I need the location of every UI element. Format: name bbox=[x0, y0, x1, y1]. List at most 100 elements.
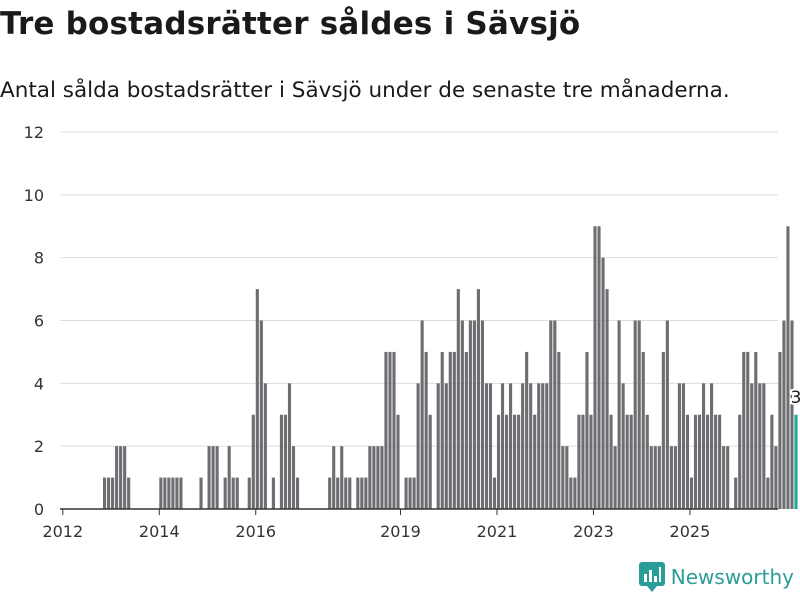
bar bbox=[621, 383, 625, 509]
bar bbox=[762, 383, 766, 509]
bar bbox=[718, 414, 722, 509]
last-value-label: 3 bbox=[791, 388, 800, 408]
bar bbox=[211, 446, 215, 509]
bar bbox=[685, 414, 690, 509]
bar bbox=[207, 446, 211, 509]
y-tick-label: 10 bbox=[24, 186, 44, 205]
bar bbox=[677, 383, 681, 509]
bar bbox=[103, 477, 107, 509]
bar bbox=[593, 226, 597, 509]
bar bbox=[179, 477, 183, 509]
bar bbox=[649, 446, 653, 509]
x-tick-label: 2021 bbox=[477, 522, 518, 541]
x-tick-label: 2016 bbox=[235, 522, 276, 541]
bar bbox=[251, 414, 255, 509]
bar bbox=[653, 446, 657, 509]
bar bbox=[231, 477, 235, 509]
bar bbox=[589, 414, 593, 509]
bar bbox=[778, 351, 782, 509]
bar bbox=[388, 351, 392, 509]
bar bbox=[492, 477, 497, 509]
bar bbox=[697, 414, 702, 509]
bar bbox=[758, 383, 762, 509]
bar bbox=[500, 383, 505, 509]
bar bbox=[127, 477, 131, 509]
brand-logo: Newsworthy bbox=[638, 562, 794, 592]
bar bbox=[665, 320, 669, 509]
bar bbox=[750, 383, 754, 509]
bar bbox=[484, 383, 489, 509]
bar bbox=[581, 414, 585, 509]
bar bbox=[344, 477, 348, 509]
bar bbox=[565, 446, 569, 509]
bar bbox=[328, 477, 332, 509]
chart-title: Tre bostadsrätter såldes i Sävsjö bbox=[0, 6, 581, 42]
bar bbox=[746, 351, 750, 509]
bar bbox=[372, 446, 376, 509]
bar bbox=[645, 414, 649, 509]
y-tick-label: 8 bbox=[34, 249, 44, 268]
bar bbox=[517, 414, 521, 509]
bar bbox=[585, 351, 589, 509]
bar bbox=[561, 446, 565, 509]
bar bbox=[223, 477, 227, 509]
x-tick-label: 2023 bbox=[573, 522, 614, 541]
bar bbox=[336, 477, 340, 509]
bar bbox=[545, 383, 549, 509]
bar bbox=[368, 446, 372, 509]
bar bbox=[633, 320, 637, 509]
bar bbox=[412, 477, 416, 509]
bar bbox=[215, 446, 219, 509]
bar bbox=[537, 383, 541, 509]
bar bbox=[496, 414, 501, 509]
x-tick-label: 2019 bbox=[380, 522, 421, 541]
bar bbox=[782, 320, 786, 509]
bar bbox=[171, 477, 175, 509]
bar bbox=[689, 477, 694, 509]
bar bbox=[742, 351, 746, 509]
bar bbox=[279, 414, 283, 509]
bar bbox=[424, 351, 428, 509]
bar bbox=[706, 414, 710, 509]
bar bbox=[159, 477, 163, 509]
bar bbox=[714, 414, 718, 509]
bar bbox=[384, 351, 388, 509]
bar bbox=[661, 351, 665, 509]
bar bbox=[722, 446, 726, 509]
bar bbox=[726, 446, 730, 509]
bar bbox=[287, 383, 292, 509]
bar bbox=[609, 414, 613, 509]
bar bbox=[356, 477, 360, 509]
bar bbox=[573, 477, 577, 509]
bar bbox=[440, 351, 444, 509]
bar bbox=[175, 477, 179, 509]
bar bbox=[396, 414, 400, 509]
bar bbox=[701, 383, 706, 509]
bar bbox=[681, 383, 685, 509]
bar bbox=[734, 477, 738, 509]
bar bbox=[460, 320, 464, 509]
bar-chart: 0 2 4 6 8 10 12 2012 2014 2016 2019 2021 2023 2025 3 bbox=[24, 123, 800, 541]
bar bbox=[283, 414, 288, 509]
x-tick-label: 2025 bbox=[670, 522, 711, 541]
bar bbox=[364, 477, 368, 509]
bar bbox=[464, 351, 468, 509]
bar bbox=[247, 477, 251, 509]
bar bbox=[766, 477, 770, 509]
bar bbox=[392, 351, 396, 509]
bar bbox=[637, 320, 641, 509]
bar bbox=[657, 446, 661, 509]
bar bbox=[163, 477, 167, 509]
bar bbox=[472, 320, 476, 509]
bar bbox=[790, 320, 794, 509]
bar bbox=[167, 477, 171, 509]
bar bbox=[625, 414, 629, 509]
bar bbox=[669, 446, 673, 509]
x-tick-label: 2014 bbox=[139, 522, 180, 541]
y-tick-label: 0 bbox=[34, 500, 44, 519]
bar bbox=[376, 446, 380, 509]
bar bbox=[235, 477, 239, 509]
bar bbox=[476, 289, 480, 509]
bar bbox=[404, 477, 408, 509]
bar bbox=[332, 446, 336, 509]
